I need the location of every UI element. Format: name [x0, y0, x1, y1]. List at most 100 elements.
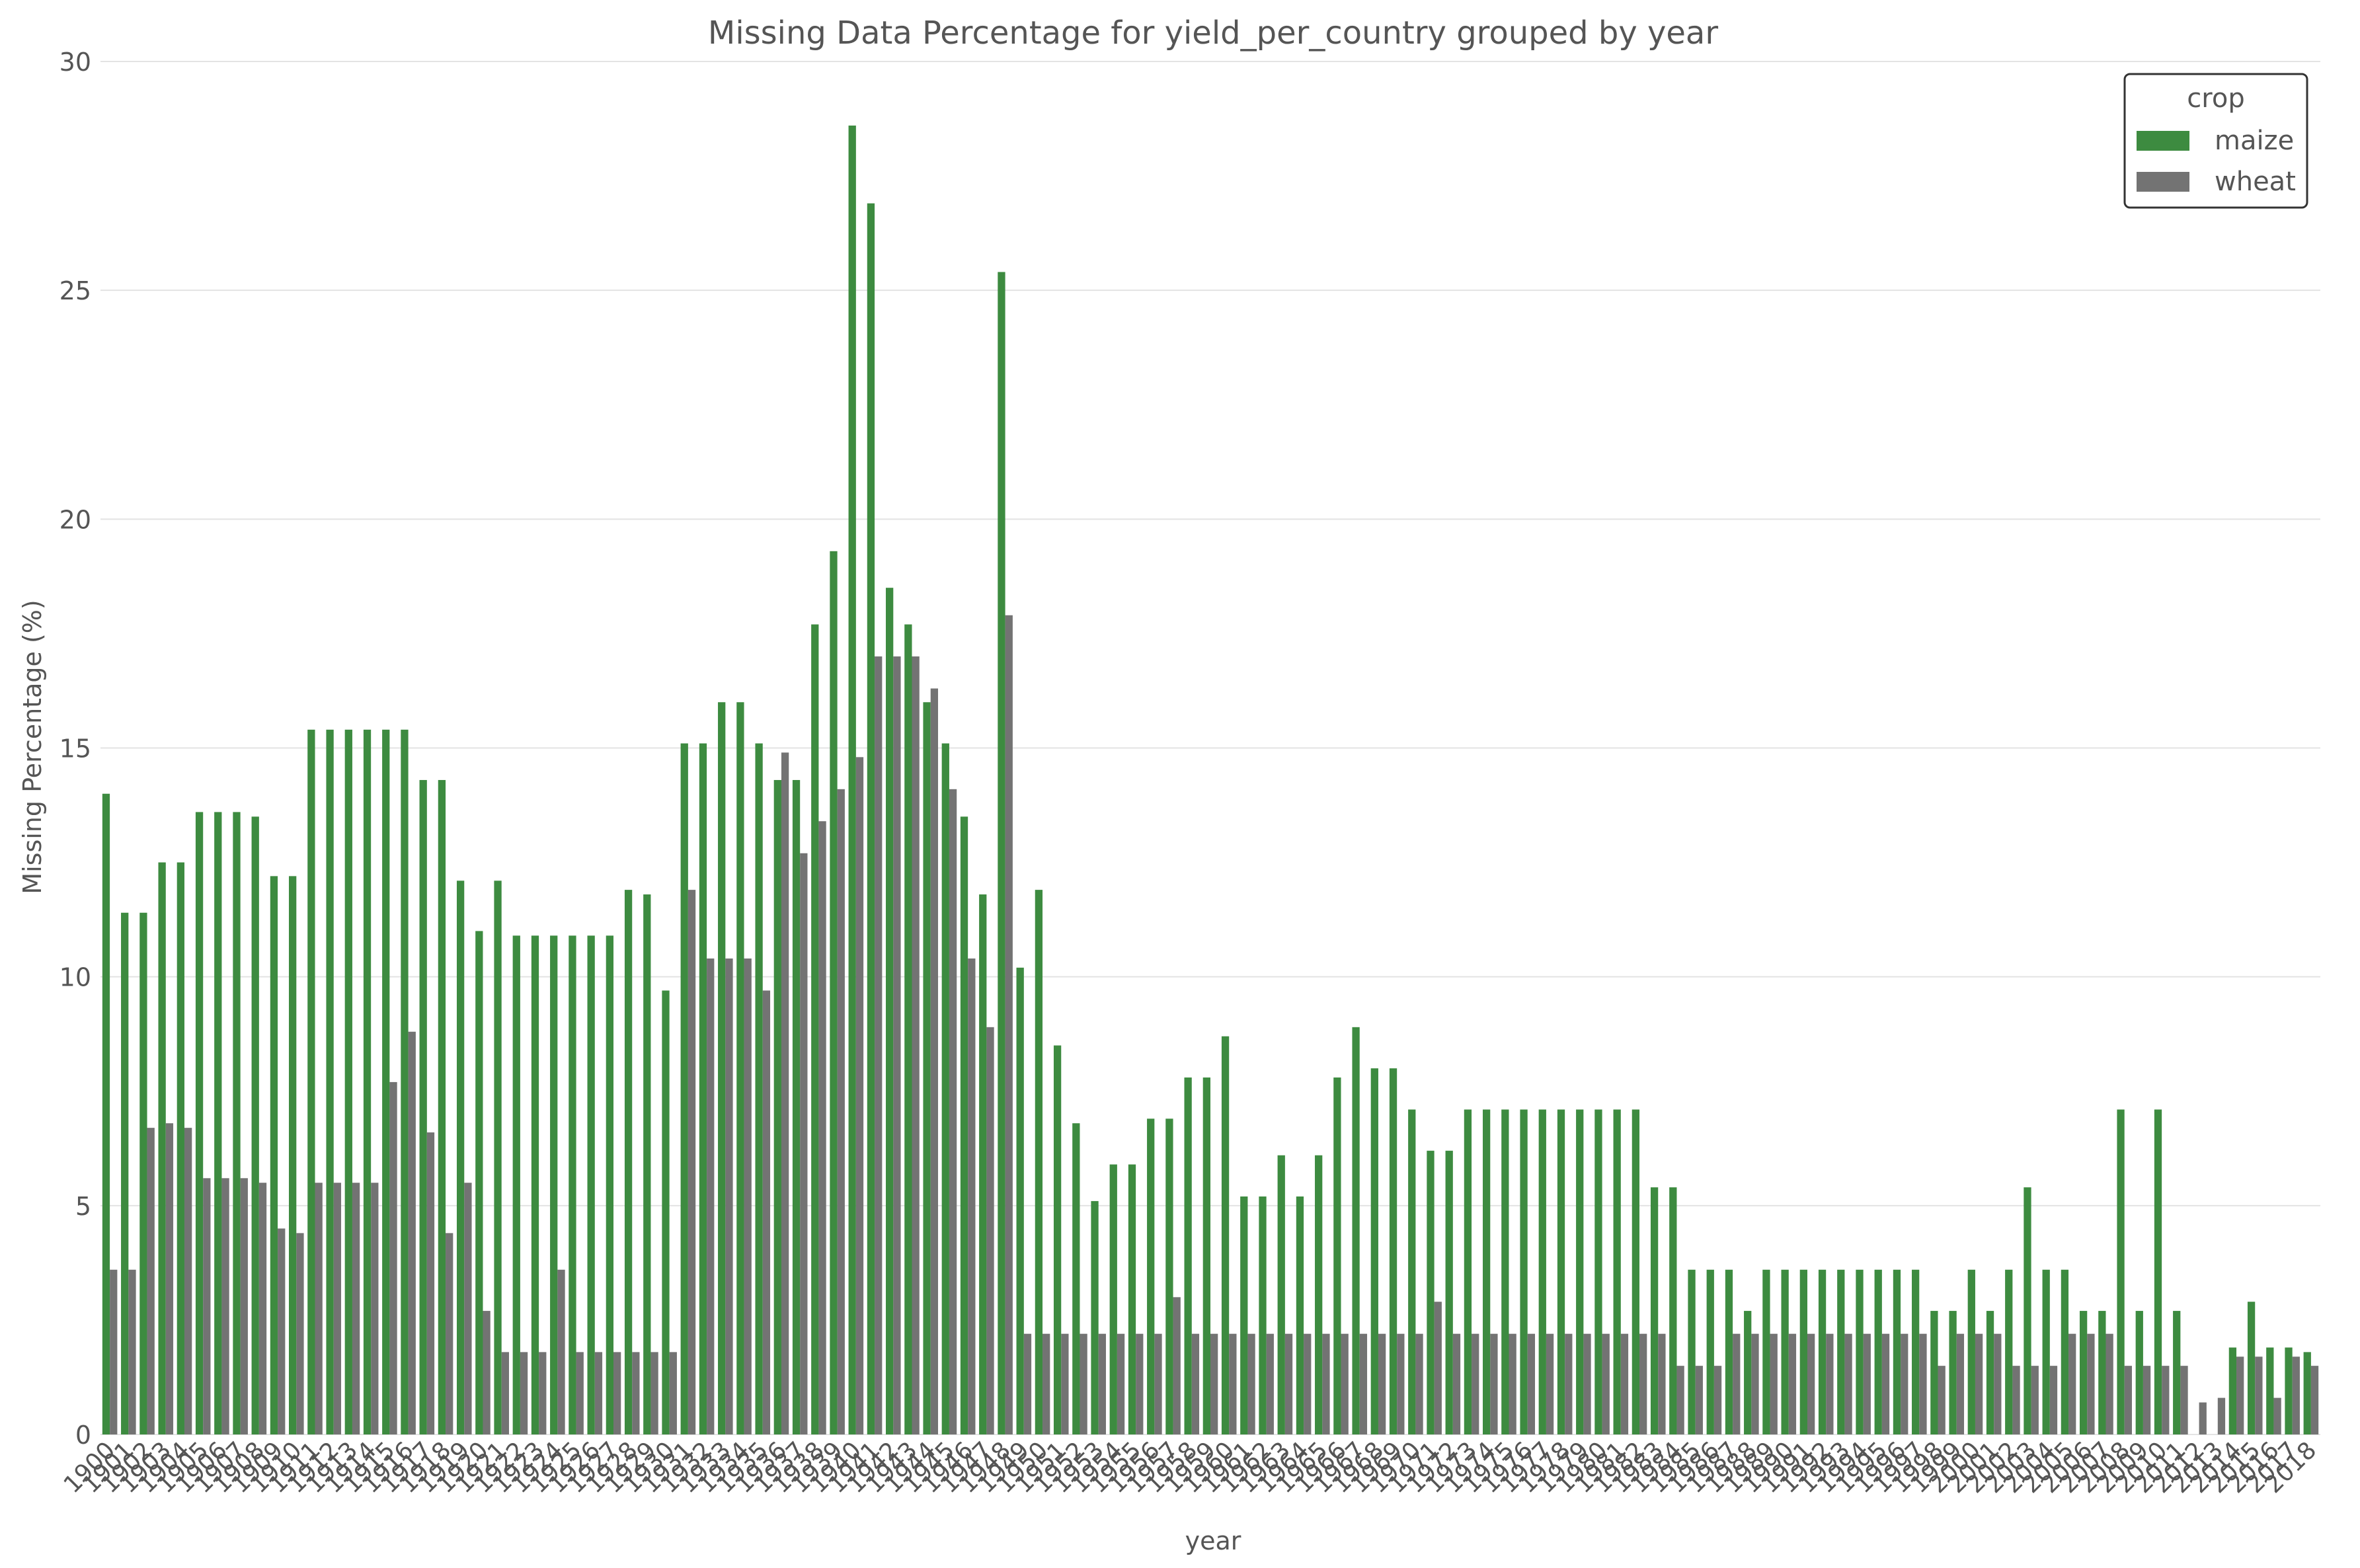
bar-wheat [1023, 1333, 1032, 1434]
bar-wheat [221, 1178, 229, 1434]
bar-maize [2247, 1302, 2256, 1434]
bar-wheat [184, 1128, 192, 1434]
bar-maize [419, 779, 427, 1434]
bar-maize [1333, 1077, 1341, 1434]
bar-maize [1352, 1027, 1360, 1434]
bar-wheat [650, 1352, 658, 1434]
bar-maize [1930, 1311, 1938, 1434]
bar-maize [1688, 1269, 1696, 1434]
bar-maize [1837, 1269, 1845, 1434]
bar-wheat [1658, 1333, 1666, 1434]
bar-maize [1744, 1311, 1752, 1434]
bar-wheat [1397, 1333, 1405, 1434]
bar-wheat [1733, 1333, 1741, 1434]
legend-swatch-wheat [2137, 172, 2189, 192]
bar-wheat [1136, 1333, 1144, 1434]
bar-maize [811, 624, 819, 1434]
bar-wheat [1583, 1333, 1591, 1434]
bar-wheat [1844, 1333, 1852, 1434]
bar-wheat [1434, 1302, 1442, 1434]
bar-wheat [1938, 1366, 1946, 1434]
bar-maize [680, 743, 688, 1434]
bar-wheat [1210, 1333, 1218, 1434]
bar-wheat [1863, 1333, 1871, 1434]
bar-wheat [2273, 1397, 2281, 1434]
bar-maize [1240, 1196, 1248, 1434]
bar-wheat [389, 1081, 397, 1434]
bar-maize [624, 890, 633, 1434]
bar-wheat [632, 1352, 640, 1434]
bar-wheat [1341, 1333, 1349, 1434]
bar-wheat [1005, 615, 1013, 1434]
bar-wheat [818, 821, 826, 1434]
bar-maize [941, 743, 949, 1434]
bar-maize [662, 990, 670, 1434]
bar-maize [2135, 1311, 2143, 1434]
bar-maize [326, 729, 334, 1434]
bar-wheat [1098, 1333, 1106, 1434]
bar-wheat [1359, 1333, 1368, 1434]
bar-wheat [110, 1269, 118, 1434]
bar-maize [1949, 1311, 1957, 1434]
bar-maize [1650, 1187, 1659, 1434]
bar-maize [1669, 1187, 1677, 1434]
bar-wheat [2124, 1366, 2132, 1434]
bar-wheat [1602, 1333, 1610, 1434]
bar-wheat [1229, 1333, 1237, 1434]
bar-maize [1874, 1269, 1882, 1434]
legend-label-wheat: wheat [2215, 167, 2296, 197]
bar-maize [158, 862, 166, 1434]
bar-wheat [1042, 1333, 1050, 1434]
bar-wheat [1975, 1333, 1983, 1434]
bar-maize [251, 816, 259, 1434]
bar-maize [1389, 1068, 1397, 1434]
bar-wheat [576, 1352, 584, 1434]
bar-wheat [408, 1031, 416, 1434]
bar-wheat [1415, 1333, 1423, 1434]
bar-maize [643, 894, 651, 1434]
bar-wheat [483, 1311, 491, 1434]
bar-maize [512, 935, 520, 1434]
bar-wheat [2292, 1356, 2300, 1434]
bar-wheat [426, 1132, 435, 1434]
bar-wheat [1919, 1333, 1927, 1434]
bar-maize [1259, 1196, 1267, 1434]
bar-wheat [1901, 1333, 1908, 1434]
bar-wheat [1061, 1333, 1069, 1434]
bar-wheat [707, 958, 715, 1434]
bar-maize [1893, 1269, 1901, 1434]
bar-wheat [1620, 1333, 1629, 1434]
bar-maize [1277, 1155, 1285, 1434]
bar-maize [121, 912, 129, 1434]
bar-wheat [2255, 1356, 2263, 1434]
bar-wheat [2049, 1366, 2058, 1434]
bar-maize [1053, 1045, 1062, 1434]
bar-wheat [128, 1269, 136, 1434]
bar-wheat [2199, 1402, 2207, 1434]
bar-wheat [855, 757, 864, 1434]
bar-wheat [539, 1352, 547, 1434]
bar-wheat [781, 752, 789, 1434]
bar-maize [1016, 967, 1024, 1434]
chart-title: Missing Data Percentage for yield_per_co… [708, 15, 1718, 52]
bar-maize [2266, 1347, 2274, 1434]
bar-wheat [1322, 1333, 1330, 1434]
bar-maize [885, 588, 894, 1434]
bar-maize [438, 779, 446, 1434]
bar-maize [923, 702, 931, 1434]
y-tick-label: 5 [75, 1192, 91, 1221]
bar-wheat [2031, 1366, 2039, 1434]
bar-maize [1072, 1123, 1080, 1434]
bar-wheat [1639, 1333, 1647, 1434]
bar-maize [2228, 1347, 2237, 1434]
y-tick-label: 20 [59, 505, 91, 534]
bar-wheat [1676, 1366, 1684, 1434]
bar-maize [867, 203, 875, 1435]
bar-wheat [1751, 1333, 1759, 1434]
bar-wheat [1695, 1366, 1703, 1434]
y-tick-label: 0 [75, 1421, 91, 1450]
bar-maize [1912, 1269, 1920, 1434]
x-tick-labels: 1900190119021903190419051906190719081909… [59, 1436, 2322, 1499]
bar-maize [1221, 1036, 1230, 1434]
